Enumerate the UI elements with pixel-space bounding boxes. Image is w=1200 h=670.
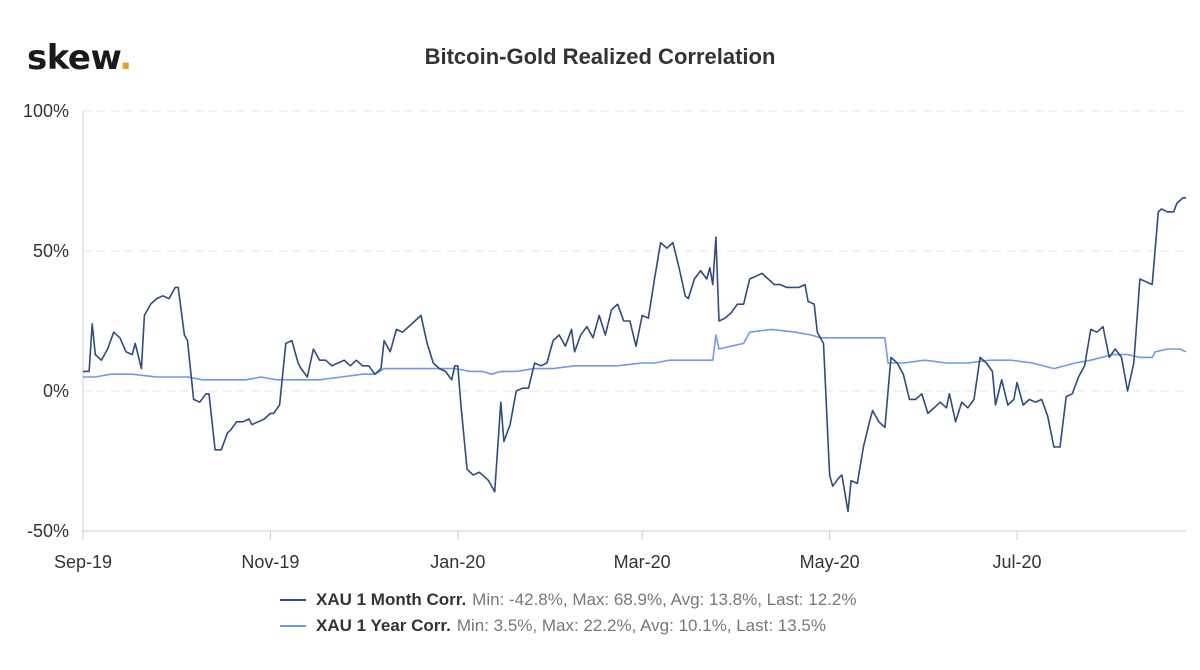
logo-dot: . [119,38,132,78]
x-tick-label: Nov-19 [241,552,299,572]
legend-item-1-year[interactable]: XAU 1 Year Corr. Min: 3.5%, Max: 22.2%, … [280,613,856,639]
skew-logo: skew. [27,38,132,78]
x-tick-label: May-20 [800,552,860,572]
legend-series-name: XAU 1 Year Corr. [316,616,451,635]
x-tick-label: Sep-19 [54,552,112,572]
tick-label-layer: 100% 50% 0% -50% Sep-19 Nov-19 Jan-20 Mar-20 May… [23,101,1042,572]
grid-layer [83,110,1186,532]
y-tick-label: -50% [27,521,69,541]
x-tick-label: Jul-20 [993,552,1042,572]
legend-swatch-1-month [280,599,306,601]
logo-text: skew [27,38,120,78]
y-tick-label: 0% [43,381,69,401]
chart-legend: XAU 1 Month Corr. Min: -42.8%, Max: 68.9… [280,587,856,639]
series-line-1-year[interactable] [83,328,1187,381]
series-layer [83,197,1187,513]
legend-series-stats: Min: -42.8%, Max: 68.9%, Avg: 13.8%, Las… [472,590,857,609]
legend-series-stats: Min: 3.5%, Max: 22.2%, Avg: 10.1%, Last:… [456,616,826,635]
x-tick-label: Jan-20 [430,552,485,572]
x-tick-label: Mar-20 [614,552,671,572]
chart-title: Bitcoin-Gold Realized Correlation [424,44,776,69]
series-line-1-month[interactable] [83,197,1186,513]
legend-item-1-month[interactable]: XAU 1 Month Corr. Min: -42.8%, Max: 68.9… [280,587,856,613]
y-tick-label: 100% [23,101,69,121]
legend-swatch-1-year [280,625,306,627]
legend-series-name: XAU 1 Month Corr. [316,590,467,609]
axis-layer [82,111,1186,540]
y-tick-label: 50% [33,241,69,261]
